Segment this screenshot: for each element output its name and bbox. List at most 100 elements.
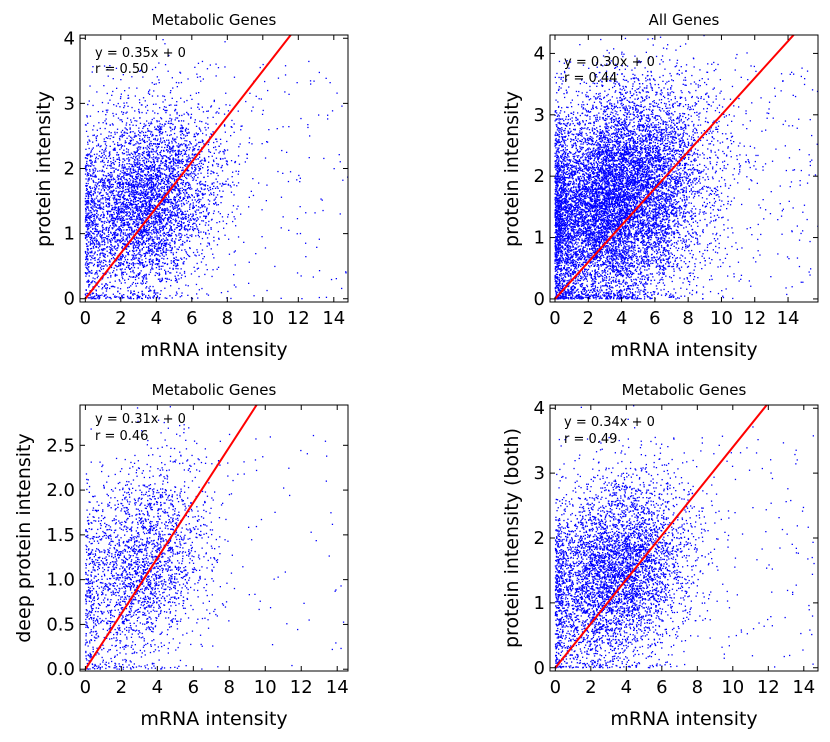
data-point	[86, 248, 88, 250]
data-point	[105, 264, 107, 266]
data-point	[182, 149, 184, 151]
data-point	[139, 217, 142, 219]
data-point	[189, 255, 191, 258]
data-point	[147, 175, 150, 177]
data-point	[216, 172, 218, 174]
data-point	[201, 139, 203, 141]
data-point	[175, 165, 177, 167]
data-point	[173, 257, 175, 259]
data-point	[140, 193, 142, 195]
data-point	[184, 225, 186, 227]
data-point	[156, 135, 158, 137]
data-point	[130, 203, 133, 205]
data-point	[164, 146, 166, 149]
data-point	[85, 212, 87, 214]
data-point	[142, 204, 144, 206]
data-point	[144, 174, 147, 177]
data-point	[156, 174, 158, 176]
data-point	[233, 251, 235, 253]
data-point	[93, 237, 95, 239]
data-point	[207, 185, 209, 187]
data-point	[87, 228, 89, 230]
data-point	[90, 194, 92, 197]
data-point	[165, 252, 167, 254]
data-point	[154, 139, 156, 141]
data-point	[166, 278, 168, 280]
data-point	[152, 133, 154, 136]
data-point	[90, 231, 92, 233]
data-point	[122, 226, 124, 228]
data-point	[102, 226, 104, 229]
data-point	[115, 187, 117, 189]
data-point	[206, 110, 208, 112]
data-point	[138, 245, 140, 247]
data-point	[165, 163, 167, 166]
data-point	[148, 124, 150, 127]
data-point	[160, 159, 162, 162]
data-point	[152, 194, 154, 196]
data-point	[141, 298, 143, 300]
data-point	[129, 193, 131, 195]
data-point	[150, 244, 152, 247]
data-point	[150, 206, 152, 209]
data-point	[225, 180, 227, 182]
data-point	[85, 193, 87, 195]
data-point	[175, 294, 177, 296]
data-point	[115, 198, 118, 200]
data-point	[150, 215, 153, 217]
data-point	[193, 135, 195, 137]
data-point	[202, 132, 204, 135]
data-point	[133, 181, 135, 183]
data-point	[168, 174, 170, 177]
data-point	[146, 278, 148, 280]
data-point	[209, 188, 212, 191]
data-point	[125, 255, 127, 257]
data-point	[148, 243, 150, 245]
data-point	[107, 242, 109, 244]
data-point	[180, 277, 182, 279]
data-point	[171, 205, 173, 207]
data-point	[178, 188, 180, 191]
data-point	[126, 204, 129, 206]
data-point	[205, 264, 207, 266]
data-point	[160, 137, 162, 139]
data-point	[99, 245, 101, 248]
data-point	[123, 158, 125, 160]
data-point	[210, 133, 212, 135]
data-point	[207, 294, 210, 296]
data-point	[120, 218, 122, 220]
data-point	[137, 200, 139, 202]
data-point	[116, 185, 118, 187]
data-point	[101, 241, 103, 243]
data-point	[207, 123, 209, 125]
data-point	[95, 176, 97, 178]
data-point	[122, 190, 124, 192]
data-point	[142, 127, 144, 129]
data-point	[173, 139, 175, 141]
data-point	[172, 138, 174, 140]
data-point	[172, 218, 174, 221]
data-point	[95, 228, 97, 231]
data-point	[122, 296, 124, 299]
data-point	[153, 138, 155, 140]
data-point	[165, 223, 167, 225]
data-point	[146, 120, 148, 122]
data-point	[164, 123, 166, 125]
data-point	[153, 165, 155, 168]
data-point	[174, 213, 176, 215]
data-point	[159, 273, 161, 276]
data-point	[87, 231, 89, 233]
data-point	[128, 234, 130, 236]
data-point	[123, 200, 125, 203]
data-point	[177, 160, 179, 163]
data-point	[166, 180, 169, 182]
data-point	[104, 186, 106, 188]
data-point	[139, 262, 142, 264]
data-point	[155, 257, 158, 260]
data-point	[163, 255, 165, 257]
data-point	[129, 232, 131, 235]
data-point	[145, 274, 147, 276]
data-point	[166, 167, 168, 169]
data-point	[147, 246, 150, 248]
data-point	[88, 139, 90, 141]
